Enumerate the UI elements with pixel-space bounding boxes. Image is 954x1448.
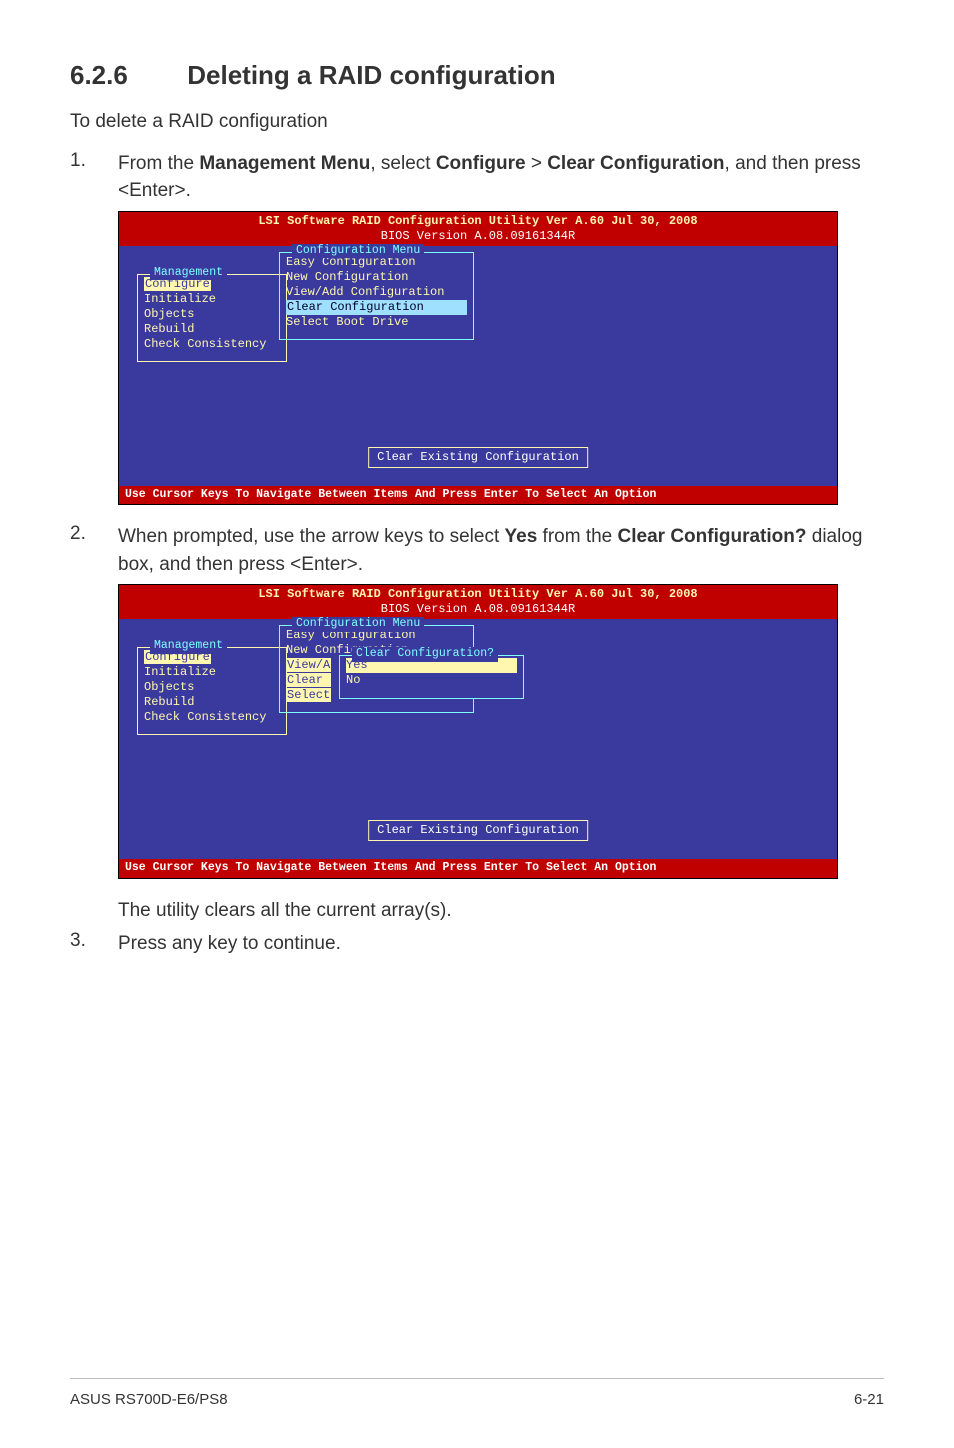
step-2-body: When prompted, use the arrow keys to sel… [118,523,884,578]
terminal-screenshot-2: LSI Software RAID Configuration Utility … [118,584,838,878]
terminal-footer-2: Use Cursor Keys To Navigate Between Item… [119,859,837,877]
step-2-text-a: When prompted, use the arrow keys to sel… [118,526,505,547]
step-1-bold-2: Configure [436,153,526,174]
terminal-screenshot-1: LSI Software RAID Configuration Utility … [118,211,838,505]
step-3: 3. Press any key to continue. [70,930,884,958]
terminal-header: LSI Software RAID Configuration Utility … [119,212,837,246]
mgmt-item-check: Check Consistency [144,337,280,352]
step-2: 2. When prompted, use the arrow keys to … [70,523,884,578]
terminal-body: Management Configure Initialize Objects … [119,246,837,486]
footer-right: 6-21 [854,1391,884,1408]
step-3-number: 3. [70,930,118,958]
step-1-text-b: , select [370,153,435,174]
confirm-no: No [346,673,517,688]
step-2-continuation: The utility clears all the current array… [70,897,884,925]
step-2b-body: The utility clears all the current array… [118,897,884,925]
cfg-item-new: New Configuration [286,270,467,285]
terminal-header-line1: LSI Software RAID Configuration Utility … [119,214,837,229]
step-2-number: 2. [70,523,118,578]
section-heading: 6.2.6 Deleting a RAID configuration [70,60,884,91]
step-3-body: Press any key to continue. [118,930,884,958]
configuration-menu-title-2: Configuration Menu [292,617,424,631]
mgmt2-item-rebuild: Rebuild [144,695,280,710]
section-title: Deleting a RAID configuration [187,60,555,90]
mgmt2-item-check: Check Consistency [144,710,280,725]
step-1-body: From the Management Menu, select Configu… [118,150,884,205]
step-1-bold-3: Clear Configuration [547,153,724,174]
terminal-footer: Use Cursor Keys To Navigate Between Item… [119,486,837,504]
step-2-bold-1: Yes [505,526,538,547]
section-number: 6.2.6 [70,60,180,91]
step-1-number: 1. [70,150,118,205]
cfg-item-select: Select Boot Drive [286,315,467,330]
terminal-header-2: LSI Software RAID Configuration Utility … [119,585,837,619]
footer-left: ASUS RS700D-E6/PS8 [70,1391,228,1408]
management-menu-box-2: Management Configure Initialize Objects … [137,647,287,735]
management-menu-box: Management Configure Initialize Objects … [137,274,287,362]
step-2b-spacer [70,897,118,925]
terminal-header-line2: BIOS Version A.08.09161344R [119,229,837,244]
mgmt2-item-initialize: Initialize [144,665,280,680]
step-1-bold-1: Management Menu [199,153,370,174]
cfg-item-viewadd: View/Add Configuration [286,285,467,300]
cfg-item-clear: Clear Configuration [286,300,467,315]
terminal-status-bar: Clear Existing Configuration [368,447,588,468]
step-2-text-b: from the [537,526,617,547]
step-1-text-c: > [526,153,548,174]
mgmt-item-rebuild: Rebuild [144,322,280,337]
management-menu-title: Management [150,266,227,280]
mgmt-item-objects: Objects [144,307,280,322]
configuration-menu-box: Configuration Menu Easy Configuration Ne… [279,252,474,340]
terminal-status-bar-2: Clear Existing Configuration [368,820,588,841]
step-2-bold-2: Clear Configuration? [618,526,807,547]
terminal-header2-line2: BIOS Version A.08.09161344R [119,602,837,617]
clear-configuration-dialog: Clear Configuration? Yes No [339,655,524,699]
management-menu-title-2: Management [150,639,227,653]
mgmt2-item-objects: Objects [144,680,280,695]
step-1: 1. From the Management Menu, select Conf… [70,150,884,205]
clear-configuration-title: Clear Configuration? [352,647,498,661]
configuration-menu-title: Configuration Menu [292,244,424,258]
page-footer: ASUS RS700D-E6/PS8 6-21 [70,1378,884,1408]
intro-text: To delete a RAID configuration [70,109,884,136]
terminal-body-2: Management Configure Initialize Objects … [119,619,837,859]
terminal-header2-line1: LSI Software RAID Configuration Utility … [119,587,837,602]
mgmt-item-initialize: Initialize [144,292,280,307]
step-1-text-a: From the [118,153,199,174]
